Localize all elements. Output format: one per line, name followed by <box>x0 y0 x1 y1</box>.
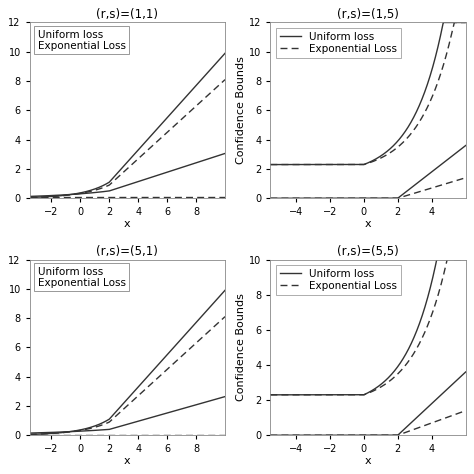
Text: Uniform loss
Exponential Loss: Uniform loss Exponential Loss <box>37 266 126 288</box>
Title: (r,s)=(1,5): (r,s)=(1,5) <box>337 9 399 21</box>
Title: (r,s)=(5,1): (r,s)=(5,1) <box>96 246 158 258</box>
X-axis label: x: x <box>124 219 131 228</box>
Y-axis label: Confidence Bounds: Confidence Bounds <box>236 56 246 164</box>
Legend: Uniform loss, Exponential Loss: Uniform loss, Exponential Loss <box>275 264 401 295</box>
Title: (r,s)=(1,1): (r,s)=(1,1) <box>96 9 158 21</box>
Title: (r,s)=(5,5): (r,s)=(5,5) <box>337 246 399 258</box>
Legend: Uniform loss, Exponential Loss: Uniform loss, Exponential Loss <box>275 27 401 58</box>
Y-axis label: Confidence Bounds: Confidence Bounds <box>237 293 246 401</box>
X-axis label: x: x <box>365 219 371 228</box>
X-axis label: x: x <box>365 456 371 465</box>
Text: Uniform loss
Exponential Loss: Uniform loss Exponential Loss <box>37 29 126 51</box>
X-axis label: x: x <box>124 456 131 465</box>
